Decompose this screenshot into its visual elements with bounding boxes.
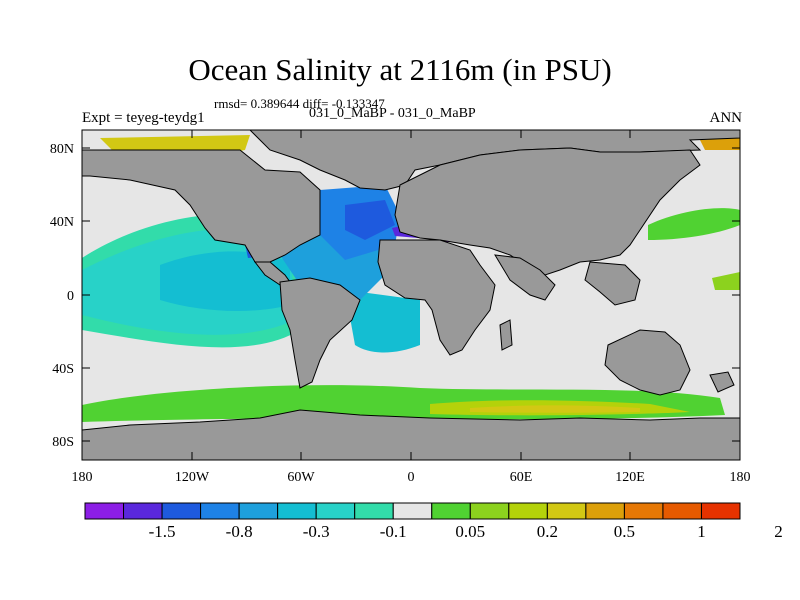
colorbar-swatch	[315, 502, 356, 520]
colorbar-swatch	[84, 502, 125, 520]
colorbar-swatch	[585, 502, 625, 520]
colorbar-swatch	[392, 502, 433, 520]
colorbar-label: 1	[697, 522, 706, 541]
atlantic-north-core	[345, 200, 395, 240]
colorbar-label: -1.5	[149, 522, 176, 541]
lat-label-40n: 40N	[50, 215, 74, 230]
colorbar-label: -0.3	[303, 522, 330, 541]
colorbar-swatch	[200, 502, 240, 520]
lon-label-180w: 180	[72, 470, 93, 485]
eurasia	[394, 147, 701, 276]
lon-label-180e: 180	[730, 470, 751, 485]
map-panel	[82, 130, 740, 460]
colorbar-swatch	[238, 502, 279, 520]
colorbar: -1.5 -0.8 -0.3 -0.1 0.05 0.2 0.5 1 2	[84, 502, 783, 541]
season-label: ANN	[709, 110, 743, 126]
colorbar-swatch	[123, 502, 163, 520]
lat-label-80n: 80N	[50, 142, 74, 157]
southeast-asia	[584, 261, 641, 306]
stats-line: rmsd= 0.389644 diff= -0.133347	[214, 96, 385, 111]
experiment-label: Expt = teyeg-teydg1	[82, 110, 205, 126]
lat-label-80s: 80S	[52, 435, 74, 450]
antarctica	[82, 409, 740, 460]
colorbar-swatch	[354, 502, 394, 520]
arctic-orange-far	[700, 138, 740, 150]
colorbar-swatch	[469, 502, 510, 520]
colorbar-label: 0.05	[455, 522, 485, 541]
colorbar-label: -0.8	[226, 522, 253, 541]
lon-labels: 180 120W 60W 0 60E 120E 180	[72, 470, 751, 485]
arabia-india	[494, 254, 556, 301]
new-zealand	[709, 371, 735, 393]
lat-label-40s: 40S	[52, 362, 74, 377]
land-masses	[82, 130, 740, 460]
colorbar-swatch	[508, 502, 548, 520]
lat-ticks	[82, 147, 740, 442]
colorbar-label: 0.2	[537, 522, 558, 541]
colorbar-label: 0.5	[614, 522, 635, 541]
lat-label-0: 0	[67, 289, 74, 304]
colorbar-label: 2	[774, 522, 783, 541]
lon-label-0: 0	[408, 470, 415, 485]
lat-labels: 80N 40N 0 40S 80S	[50, 142, 74, 450]
lon-label-60w: 60W	[287, 470, 315, 485]
colorbar-swatch	[161, 502, 202, 520]
colorbar-swatch	[623, 502, 664, 520]
africa	[377, 239, 496, 356]
map-title: Ocean Salinity at 2116m (in PSU)	[188, 52, 612, 87]
lon-label-60e: 60E	[510, 470, 533, 485]
colorbar-swatch	[277, 502, 317, 520]
colorbar-swatch	[431, 502, 471, 520]
lon-ticks	[191, 130, 631, 460]
lon-label-120e: 120E	[615, 470, 645, 485]
west-pacific-green	[648, 208, 740, 240]
east-pacific-green	[712, 272, 740, 290]
australia	[604, 329, 691, 396]
pacific-core	[160, 251, 290, 312]
atlantic-south	[345, 290, 420, 353]
madagascar	[499, 319, 513, 351]
colorbar-label: -0.1	[380, 522, 407, 541]
colorbar-swatch	[662, 502, 702, 520]
runs-label: 031_0_MaBP - 031_0_MaBP	[309, 106, 476, 121]
south-america	[279, 277, 361, 389]
colorbar-swatch	[700, 502, 741, 520]
lon-label-120w: 120W	[175, 470, 210, 485]
colorbar-swatch	[546, 502, 587, 520]
southern-ocean-orange	[470, 405, 640, 413]
